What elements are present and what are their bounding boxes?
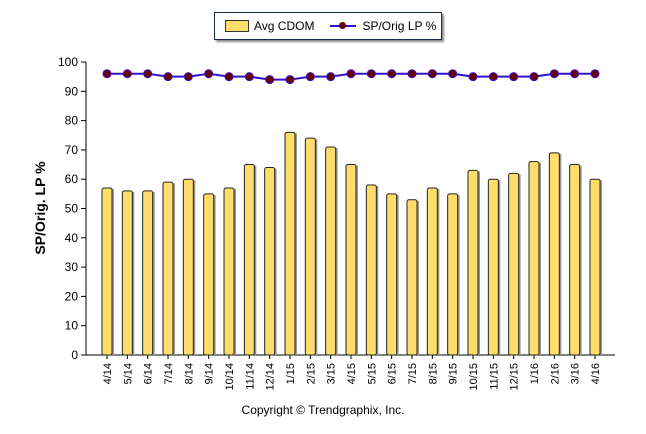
point-sp-orig-lp (570, 69, 580, 79)
bar-avg-cdom (447, 193, 459, 356)
bar-avg-cdom (203, 193, 215, 356)
x-tick-label: 1/15 (285, 363, 297, 384)
legend-label-avg-cdom: Avg CDOM (254, 19, 315, 33)
bar-avg-cdom (508, 172, 520, 356)
point-sp-orig-lp (285, 75, 295, 85)
legend-swatch-sp-orig-lp (330, 21, 357, 31)
x-tick-label: 2/16 (549, 363, 561, 384)
x-tick-label: 9/15 (448, 363, 460, 384)
x-tick-label: 12/14 (265, 363, 277, 391)
x-tick-label: 11/14 (244, 363, 256, 390)
point-sp-orig-lp (509, 72, 519, 82)
bar-avg-cdom (101, 187, 113, 356)
point-sp-orig-lp (427, 69, 437, 79)
bar-avg-cdom (182, 178, 194, 356)
point-sp-orig-lp (549, 69, 559, 79)
point-sp-orig-lp (326, 72, 336, 82)
x-tick-label: 10/14 (224, 363, 236, 391)
point-sp-orig-lp (407, 69, 417, 79)
point-sp-orig-lp (468, 72, 478, 82)
bar-avg-cdom (162, 181, 174, 356)
point-sp-orig-lp (448, 69, 458, 79)
x-tick-label: 4/15 (346, 363, 358, 384)
x-tick-label: 4/16 (590, 363, 602, 384)
y-tick-label: 20 (65, 289, 79, 303)
y-tick-label: 50 (65, 202, 79, 216)
bar-avg-cdom (325, 146, 337, 356)
y-tick-label: 90 (65, 84, 79, 98)
x-tick-label: 3/15 (326, 363, 338, 384)
point-sp-orig-lp (387, 69, 397, 79)
y-tick-label: 70 (65, 143, 79, 157)
point-sp-orig-lp (102, 69, 112, 79)
point-sp-orig-lp (305, 72, 315, 82)
bar-avg-cdom (365, 184, 377, 356)
x-tick-label: 11/15 (488, 363, 500, 390)
x-tick-label: 9/14 (204, 363, 216, 384)
bar-avg-cdom (345, 164, 357, 356)
bar-avg-cdom (406, 199, 418, 356)
point-sp-orig-lp (224, 72, 234, 82)
bar-avg-cdom (426, 187, 438, 356)
point-sp-orig-lp (122, 69, 132, 79)
bar-avg-cdom (304, 137, 316, 356)
bar-avg-cdom (528, 161, 540, 356)
point-sp-orig-lp (143, 69, 153, 79)
x-tick-label: 12/15 (509, 363, 521, 391)
x-tick-label: 2/15 (305, 363, 317, 384)
y-tick-label: 80 (65, 114, 79, 128)
point-sp-orig-lp (204, 69, 214, 79)
bar-avg-cdom (548, 152, 560, 356)
bar-avg-cdom (121, 190, 133, 356)
legend: Avg CDOM SP/Orig LP % (214, 12, 442, 40)
bar-avg-cdom (487, 178, 499, 356)
bar-avg-cdom (467, 169, 479, 356)
legend-swatch-avg-cdom (225, 20, 249, 32)
bar-avg-cdom (243, 164, 255, 356)
bar-avg-cdom (142, 190, 154, 356)
point-sp-orig-lp (265, 75, 275, 85)
bar-avg-cdom (223, 187, 235, 356)
x-tick-label: 8/14 (183, 363, 195, 384)
point-sp-orig-lp (366, 69, 376, 79)
x-tick-label: 7/15 (407, 363, 419, 384)
point-sp-orig-lp (244, 72, 254, 82)
point-sp-orig-lp (529, 72, 539, 82)
x-tick-label: 3/16 (570, 363, 582, 384)
x-tick-label: 10/15 (468, 363, 480, 391)
bar-avg-cdom (284, 131, 296, 356)
y-tick-label: 30 (65, 260, 79, 274)
point-sp-orig-lp (163, 72, 173, 82)
y-tick-label: 60 (65, 172, 79, 186)
point-sp-orig-lp (183, 72, 193, 82)
copyright: Copyright © Trendgraphix, Inc. (241, 403, 405, 417)
y-tick-label: 40 (65, 231, 79, 245)
bar-avg-cdom (264, 166, 276, 356)
point-sp-orig-lp (590, 69, 600, 79)
x-tick-label: 4/14 (102, 363, 114, 384)
x-tick-label: 6/15 (387, 363, 399, 384)
x-tick-label: 5/15 (366, 363, 378, 384)
point-sp-orig-lp (346, 69, 356, 79)
y-tick-label: 100 (58, 55, 78, 69)
bar-avg-cdom (589, 178, 601, 356)
legend-label-sp-orig-lp: SP/Orig LP % (362, 19, 437, 33)
x-tick-label: 6/14 (143, 363, 155, 384)
bar-avg-cdom (386, 193, 398, 356)
y-tick-label: 0 (71, 348, 78, 362)
x-tick-label: 7/14 (163, 363, 175, 384)
point-sp-orig-lp (488, 72, 498, 82)
x-tick-label: 5/14 (122, 363, 134, 384)
bar-avg-cdom (569, 164, 581, 356)
y-tick-label: 10 (65, 319, 79, 333)
x-tick-label: 8/15 (427, 363, 439, 384)
x-tick-label: 1/16 (529, 363, 541, 384)
